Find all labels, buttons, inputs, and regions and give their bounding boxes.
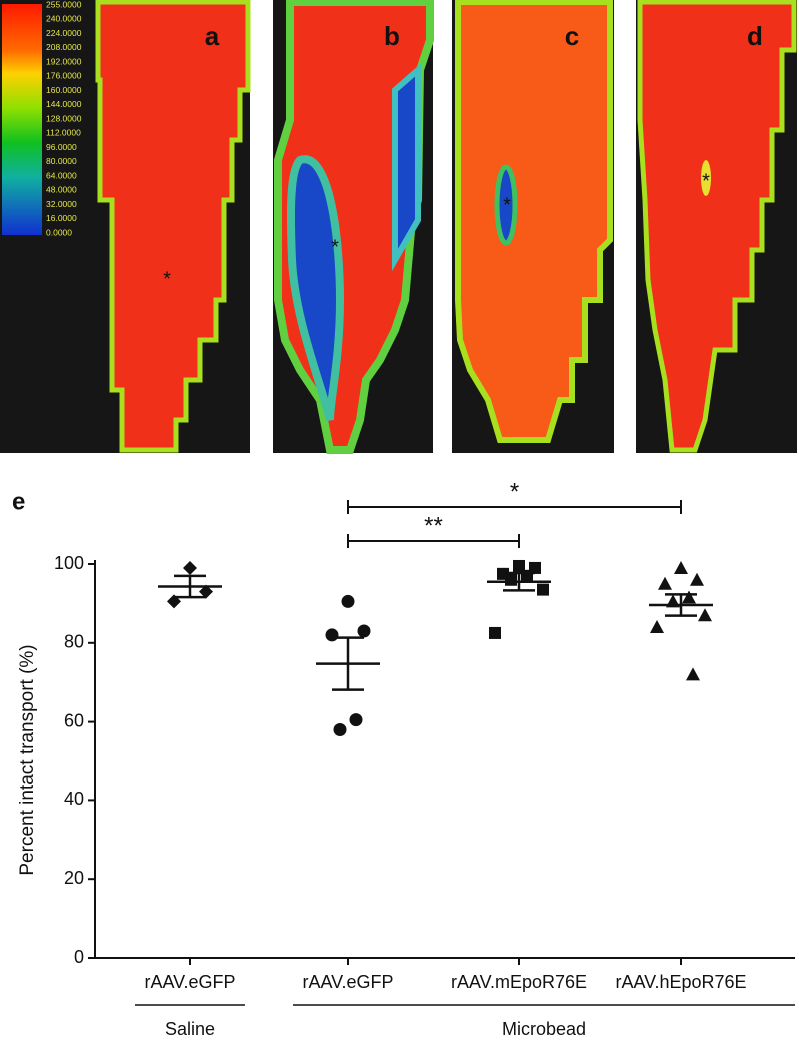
colorbar-label: 32.0000 <box>46 199 77 209</box>
point <box>199 584 213 599</box>
point <box>357 624 371 638</box>
point <box>650 620 664 634</box>
colorbar-label: 112.0000 <box>46 128 81 138</box>
region-marker: * <box>163 268 171 290</box>
colorbar-label: 208.0000 <box>46 42 82 52</box>
group-label: Microbead <box>502 1019 586 1039</box>
colorbar-label: 48.0000 <box>46 185 77 195</box>
significance-label: * <box>510 478 519 505</box>
y-tick-label: 20 <box>64 868 84 888</box>
point <box>505 573 517 586</box>
region-marker: * <box>702 170 710 192</box>
significance-label: ** <box>424 512 443 539</box>
point <box>658 576 672 590</box>
y-tick-label: 100 <box>54 553 84 573</box>
colorbar-label: 224.0000 <box>46 28 82 38</box>
colorbar-label: 144.0000 <box>46 99 82 109</box>
point <box>698 608 712 622</box>
colorbar-label: 255.0000 <box>46 0 82 9</box>
point <box>674 560 688 574</box>
y-tick-label: 0 <box>74 947 84 967</box>
point <box>686 667 700 681</box>
point <box>325 628 339 642</box>
heatmap-d <box>636 0 797 453</box>
y-tick-label: 40 <box>64 789 84 809</box>
panel-letter: b <box>384 21 400 51</box>
panel-label: e <box>12 488 25 515</box>
point <box>489 626 501 639</box>
point <box>333 722 347 736</box>
colorbar-label: 240.0000 <box>46 14 82 24</box>
x-tick-label: rAAV.eGFP <box>144 972 235 992</box>
point <box>682 590 696 604</box>
point <box>349 713 363 727</box>
y-tick-label: 60 <box>64 710 84 730</box>
colorbar-label: 16.0000 <box>46 213 77 223</box>
colorbar-label: 160.0000 <box>46 85 82 95</box>
point <box>537 583 549 596</box>
colorbar-label: 96.0000 <box>46 142 77 152</box>
region-marker: * <box>503 194 511 216</box>
heatmap-b <box>273 0 434 454</box>
panel-letter: c <box>565 21 579 51</box>
point <box>341 594 355 608</box>
colorbar-label: 64.0000 <box>46 170 77 180</box>
colorbar-label: 80.0000 <box>46 156 77 166</box>
panel-letter: d <box>747 21 763 51</box>
point <box>690 572 704 586</box>
x-tick-label: rAAV.eGFP <box>302 972 393 992</box>
colorbar-label: 192.0000 <box>46 56 82 66</box>
point <box>521 569 533 582</box>
y-axis-label: Percent intact transport (%) <box>17 644 38 875</box>
point <box>513 559 525 572</box>
colorbar-label: 0.0000 <box>46 227 72 237</box>
heatmap-c <box>452 0 614 453</box>
y-tick-label: 80 <box>64 632 84 652</box>
colorbar-label: 176.0000 <box>46 71 82 81</box>
panel-letter: a <box>205 21 220 51</box>
group-label: Saline <box>165 1019 215 1039</box>
colorbar-label: 128.0000 <box>46 113 82 123</box>
region-marker: * <box>331 236 339 258</box>
x-tick-label: rAAV.mEpoR76E <box>451 972 587 992</box>
x-tick-label: rAAV.hEpoR76E <box>615 972 746 992</box>
heatmap-a <box>0 0 251 453</box>
point <box>183 560 197 575</box>
